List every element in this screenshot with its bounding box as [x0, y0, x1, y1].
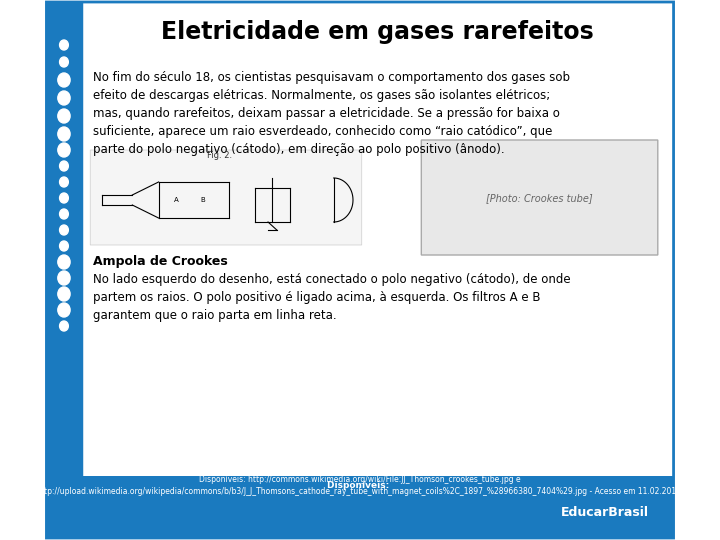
Text: http://upload.wikimedia.org/wikipedia/commons/b/b3/J_J_Thomsons_cathode_ray_tube: http://upload.wikimedia.org/wikipedia/co… — [36, 487, 684, 496]
Circle shape — [60, 57, 68, 67]
Text: [Photo: Crookes tube]: [Photo: Crookes tube] — [486, 193, 593, 203]
Text: Eletricidade em gases rarefeitos: Eletricidade em gases rarefeitos — [161, 20, 594, 44]
FancyBboxPatch shape — [90, 150, 361, 245]
Text: parte do polo negativo (cátodo), em direção ao polo positivo (ânodo).: parte do polo negativo (cátodo), em dire… — [93, 144, 505, 157]
Circle shape — [58, 143, 70, 157]
Text: garantem que o raio parta em linha reta.: garantem que o raio parta em linha reta. — [93, 308, 336, 321]
Text: mas, quando rarefeitos, deixam passar a eletricidade. Se a pressão for baixa o: mas, quando rarefeitos, deixam passar a … — [93, 107, 559, 120]
FancyBboxPatch shape — [46, 2, 84, 538]
Circle shape — [58, 287, 70, 301]
Text: Disponíveis:: Disponíveis: — [328, 482, 392, 490]
Text: No fim do século 18, os cientistas pesquisavam o comportamento dos gases sob: No fim do século 18, os cientistas pesqu… — [93, 71, 570, 84]
FancyBboxPatch shape — [535, 483, 674, 538]
FancyBboxPatch shape — [46, 476, 674, 538]
Text: A: A — [174, 197, 179, 203]
Text: Disponíveis: http://commons.wikimedia.org/wiki/File:JJ_Thomson_crookes_tube.jpg : Disponíveis: http://commons.wikimedia.or… — [199, 476, 521, 484]
Circle shape — [60, 321, 68, 331]
FancyBboxPatch shape — [421, 140, 658, 255]
Circle shape — [60, 40, 68, 50]
Circle shape — [60, 161, 68, 171]
Circle shape — [58, 73, 70, 87]
Text: Fig. 2.: Fig. 2. — [207, 151, 233, 159]
Circle shape — [58, 127, 70, 141]
Circle shape — [60, 225, 68, 235]
Circle shape — [58, 255, 70, 269]
Circle shape — [60, 193, 68, 203]
Circle shape — [60, 177, 68, 187]
FancyBboxPatch shape — [46, 2, 674, 538]
Circle shape — [60, 241, 68, 251]
Circle shape — [58, 271, 70, 285]
Text: suficiente, aparece um raio esverdeado, conhecido como “raio catódico”, que: suficiente, aparece um raio esverdeado, … — [93, 125, 552, 138]
Circle shape — [58, 91, 70, 105]
Text: partem os raios. O polo positivo é ligado acima, à esquerda. Os filtros A e B: partem os raios. O polo positivo é ligad… — [93, 291, 541, 303]
Text: efeito de descargas elétricas. Normalmente, os gases são isolantes elétricos;: efeito de descargas elétricas. Normalmen… — [93, 90, 550, 103]
Text: No lado esquerdo do desenho, está conectado o polo negativo (cátodo), de onde: No lado esquerdo do desenho, está conect… — [93, 273, 570, 286]
Circle shape — [60, 209, 68, 219]
Text: B: B — [200, 197, 204, 203]
Text: EducarBrasil: EducarBrasil — [562, 505, 649, 518]
Circle shape — [58, 109, 70, 123]
Circle shape — [58, 303, 70, 317]
Text: Ampola de Crookes: Ampola de Crookes — [93, 255, 228, 268]
